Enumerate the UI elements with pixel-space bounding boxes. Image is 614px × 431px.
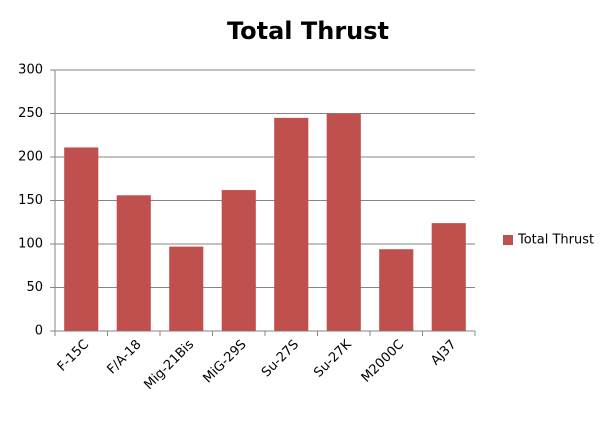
y-tick-label: 250 (18, 106, 43, 121)
y-tick-label: 300 (18, 63, 43, 78)
bar (431, 223, 466, 331)
y-tick-label: 150 (18, 193, 43, 208)
bar (221, 190, 256, 331)
y-tick-label: 50 (26, 280, 43, 295)
bar (326, 113, 361, 331)
bar (169, 246, 204, 331)
y-tick-label: 0 (35, 324, 43, 339)
chart-title: Total Thrust (227, 17, 389, 45)
y-tick-label: 200 (18, 150, 43, 165)
legend-label: Total Thrust (517, 233, 594, 248)
bar (274, 117, 309, 331)
legend-swatch (503, 235, 513, 245)
y-tick-label: 100 (18, 237, 43, 252)
bar (379, 249, 414, 331)
bar (64, 147, 99, 331)
bar (116, 195, 151, 331)
